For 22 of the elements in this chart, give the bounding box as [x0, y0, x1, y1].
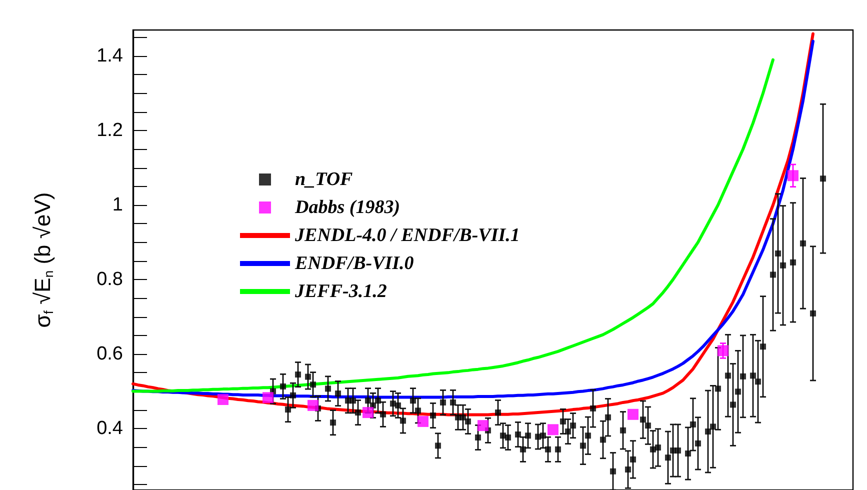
point	[262, 392, 274, 404]
y-tick-label: 0.6	[96, 344, 123, 365]
point	[308, 400, 318, 411]
point	[362, 407, 374, 418]
legend-label: n_TOF	[295, 169, 354, 190]
y-tick-label: 0.8	[96, 269, 123, 290]
legend-label: ENDF/B-VII.0	[294, 253, 414, 274]
point	[418, 416, 428, 427]
point	[218, 394, 228, 405]
point	[718, 345, 728, 356]
legend-label: Dabbs (1983)	[294, 197, 400, 218]
point	[788, 170, 798, 182]
point	[478, 420, 488, 432]
legend-label: JEFF-3.1.2	[294, 281, 388, 302]
y-tick-label: 1.4	[96, 46, 124, 67]
y-tick-label: 0.4	[96, 418, 124, 440]
y-axis-title: σf √En (b √eV)	[30, 192, 56, 328]
legend-label: JENDL-4.0 / ENDF/B-VII.1	[294, 225, 520, 246]
point	[548, 424, 558, 436]
point	[628, 408, 638, 420]
y-tick-label: 1.2	[96, 120, 123, 142]
y-tick-label: 1	[112, 194, 123, 216]
